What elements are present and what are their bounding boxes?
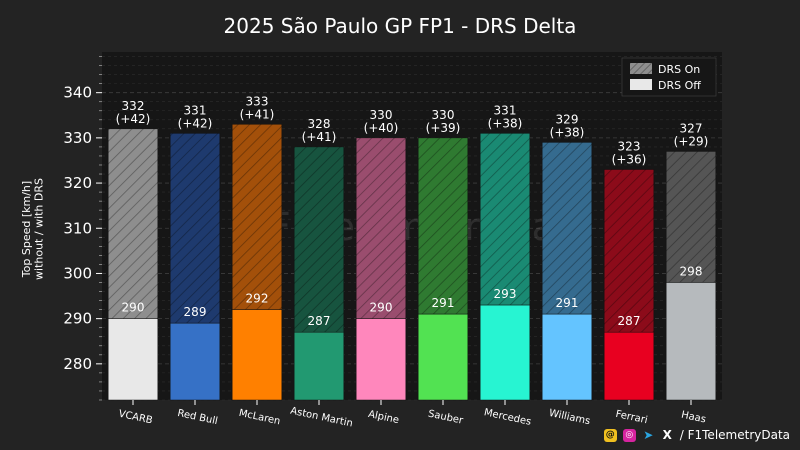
data-label-drs-off: 289 <box>184 305 207 319</box>
data-label-drs-on: 332 <box>122 99 145 113</box>
chart-title: 2025 São Paulo GP FP1 - DRS Delta <box>223 14 577 38</box>
y-axis-label-line: Top Speed [km/h] <box>20 181 33 278</box>
data-label-drs-on: 323 <box>618 140 641 154</box>
x-icon[interactable]: X <box>662 428 672 442</box>
bar-drs-on-hatch <box>356 137 406 319</box>
data-label-drs-off: 287 <box>308 314 331 328</box>
data-label-drs-off: 290 <box>370 301 393 315</box>
data-label-delta: (+42) <box>116 112 151 126</box>
data-label-drs-on: 328 <box>308 117 331 131</box>
bar-drs-off <box>293 331 345 401</box>
footer-handle: / F1TelemetryData <box>679 428 790 442</box>
data-label-delta: (+42) <box>178 116 213 130</box>
bar-drs-on-hatch <box>604 169 654 333</box>
data-label-delta: (+36) <box>612 153 647 167</box>
bar-drs-off <box>169 322 221 401</box>
x-tick-label: Mercedes <box>483 407 532 428</box>
y-axis: 280 290 300 310 320 330 340 <box>63 56 102 401</box>
bar-drs-off <box>355 318 407 401</box>
bar-drs-off <box>231 309 283 401</box>
y-tick-label: 310 <box>63 219 92 237</box>
bar-drs-on-hatch <box>232 124 282 310</box>
bars: 332(+42)290331(+42)289333(+41)292328(+41… <box>107 94 717 401</box>
y-axis-label-line: without / with DRS <box>33 178 46 280</box>
legend-label-drs-off: DRS Off <box>658 79 701 92</box>
x-tick-label: Williams <box>548 408 591 427</box>
bar-drs-off <box>417 313 469 401</box>
threads-icon[interactable]: @ <box>603 428 617 442</box>
data-label-delta: (+41) <box>240 107 275 121</box>
bar-drs-off <box>479 304 531 401</box>
y-tick-label: 320 <box>63 174 92 192</box>
x-tick-label: Haas <box>680 410 707 426</box>
x-axis: VCARB Red Bull McLaren Aston Martin Alpine Sa… <box>118 400 707 430</box>
bar-drs-off <box>603 331 655 401</box>
x-tick-label: VCARB <box>118 409 154 427</box>
data-label-drs-off: 293 <box>494 287 517 301</box>
data-label-drs-on: 331 <box>494 103 517 117</box>
x-tick-label: Ferrari <box>615 409 649 427</box>
data-label-drs-on: 331 <box>184 103 207 117</box>
data-label-drs-on: 330 <box>370 108 393 122</box>
y-tick-label: 280 <box>63 355 92 373</box>
x-tick-label: McLaren <box>238 408 282 428</box>
bar-drs-off <box>541 313 593 401</box>
data-label-delta: (+38) <box>550 125 585 139</box>
x-tick-label: Alpine <box>367 409 400 426</box>
bar-drs-off <box>107 318 159 401</box>
footer: @ ◎ ➤ X / F1TelemetryData <box>603 428 790 442</box>
bar-drs-on-hatch <box>418 137 468 315</box>
y-axis-label: Top Speed [km/h]without / with DRS <box>20 178 46 280</box>
data-label-delta: (+39) <box>426 121 461 135</box>
y-tick-label: 340 <box>63 84 92 102</box>
bar-drs-on-hatch <box>666 151 716 283</box>
data-label-drs-off: 291 <box>556 296 579 310</box>
data-label-drs-on: 327 <box>680 121 703 135</box>
data-label-drs-off: 298 <box>680 264 703 278</box>
x-tick-label: Red Bull <box>176 408 218 427</box>
y-tick-label: 290 <box>63 310 92 328</box>
y-tick-label: 330 <box>63 129 92 147</box>
legend-swatch-drs-off <box>630 79 652 90</box>
data-label-drs-off: 292 <box>246 292 269 306</box>
data-label-delta: (+40) <box>364 121 399 135</box>
bar-drs-on-hatch <box>170 133 220 324</box>
telegram-icon[interactable]: ➤ <box>643 428 654 442</box>
data-label-drs-off: 291 <box>432 296 455 310</box>
bar-drs-on-hatch <box>108 128 158 319</box>
data-label-drs-on: 333 <box>246 94 269 108</box>
data-label-delta: (+41) <box>302 130 337 144</box>
x-tick-label: Sauber <box>427 408 465 426</box>
y-tick-label: 300 <box>63 264 92 282</box>
data-label-drs-off: 290 <box>122 301 145 315</box>
bar-drs-off <box>665 282 717 401</box>
bar-drs-on-hatch <box>542 142 592 315</box>
data-label-delta: (+38) <box>488 116 523 130</box>
x-tick-label: Aston Martin <box>289 406 353 430</box>
data-label-delta: (+29) <box>674 134 709 148</box>
data-label-drs-on: 329 <box>556 112 579 126</box>
legend-label-drs-on: DRS On <box>658 63 700 76</box>
bar-drs-on-hatch <box>480 133 530 306</box>
legend: DRS On DRS Off <box>621 57 717 97</box>
data-label-drs-on: 330 <box>432 108 455 122</box>
data-label-drs-off: 287 <box>618 314 641 328</box>
instagram-icon[interactable]: ◎ <box>622 428 636 442</box>
watermark: @F1TelemetryData <box>231 205 593 249</box>
bar-drs-on-hatch <box>294 146 344 333</box>
